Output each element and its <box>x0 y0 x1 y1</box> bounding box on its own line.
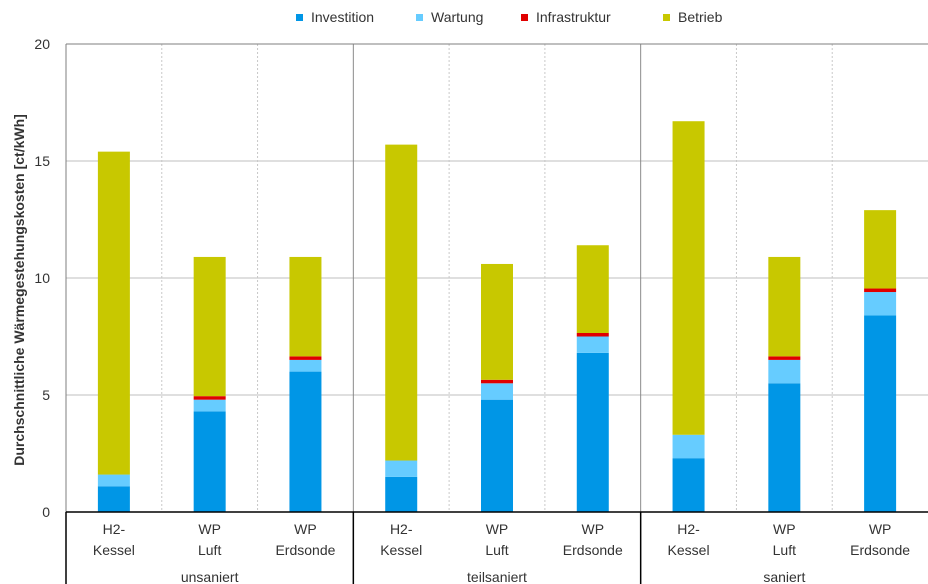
legend-label-investition: Investition <box>311 9 374 25</box>
legend-swatch-betrieb <box>663 14 670 21</box>
y-tick-label: 20 <box>34 36 50 52</box>
x-category-label-line2: Erdsonde <box>563 542 623 558</box>
bar-segment-betrieb <box>289 256 322 357</box>
chart-axes <box>65 43 928 584</box>
bar-segment-investition <box>768 383 801 512</box>
x-category-label-line1: WP <box>869 521 892 537</box>
bar-segment-investition <box>289 371 322 512</box>
x-category-label-line2: Luft <box>485 542 508 558</box>
legend-label-betrieb: Betrieb <box>678 9 723 25</box>
bar-segment-betrieb <box>193 256 226 397</box>
bar-segment-investition <box>481 399 513 512</box>
bar-segment-wartung <box>672 434 705 459</box>
x-category-labels: H2- Kessel WP Luft WP Erdsonde H2- Kessel WP Luft… <box>93 521 910 584</box>
x-group-label: unsaniert <box>181 569 239 584</box>
x-category-label-line2: Kessel <box>93 542 135 558</box>
x-category-label-line1: WP <box>581 521 604 537</box>
bar-segment-wartung <box>97 474 130 487</box>
x-group-label: teilsaniert <box>467 569 527 584</box>
legend-swatch-infrastruktur <box>521 14 528 21</box>
bar-segment-wartung <box>768 359 801 384</box>
bar-segment-wartung <box>385 460 418 477</box>
x-group-label: saniert <box>763 569 805 584</box>
bar-segment-betrieb <box>481 263 513 380</box>
bar-segment-infrastruktur <box>768 356 801 360</box>
bar-segment-infrastruktur <box>289 356 322 360</box>
x-category-label-line2: Kessel <box>668 542 710 558</box>
bar-segment-betrieb <box>768 256 801 357</box>
x-category-label-line1: WP <box>294 521 317 537</box>
x-category-label-line2: Luft <box>198 542 221 558</box>
bar-segment-wartung <box>481 383 513 400</box>
bar-segment-betrieb <box>385 144 418 461</box>
bar-segment-investition <box>672 458 705 512</box>
x-category-label-line1: WP <box>486 521 509 537</box>
bar-segment-betrieb <box>672 121 705 435</box>
x-category-label-line2: Erdsonde <box>275 542 335 558</box>
x-category-label-line2: Kessel <box>380 542 422 558</box>
chart-legend: Investition Wartung Infrastruktur Betrieb <box>296 9 723 25</box>
bar-segment-wartung <box>864 292 897 316</box>
bar-segment-infrastruktur <box>864 288 897 293</box>
y-tick-label: 10 <box>34 270 50 286</box>
legend-swatch-investition <box>296 14 303 21</box>
bar-segment-betrieb <box>864 210 897 289</box>
x-category-label-line2: Luft <box>773 542 796 558</box>
legend-label-wartung: Wartung <box>431 9 483 25</box>
x-category-label-line1: H2- <box>390 521 413 537</box>
bar-segment-wartung <box>576 336 609 353</box>
bar-segment-infrastruktur <box>481 379 513 384</box>
x-category-label-line2: Erdsonde <box>850 542 910 558</box>
x-category-label-line1: WP <box>198 521 221 537</box>
bar-segment-infrastruktur <box>576 332 609 337</box>
legend-label-infrastruktur: Infrastruktur <box>536 9 611 25</box>
y-axis-label: Durchschnittliche Wärmegestehungskosten … <box>11 114 27 466</box>
bar-segment-investition <box>97 486 130 512</box>
legend-swatch-wartung <box>416 14 423 21</box>
bar-segment-wartung <box>193 399 226 412</box>
bar-segment-betrieb <box>576 245 609 333</box>
bar-segment-investition <box>864 315 897 512</box>
bar-segment-infrastruktur <box>193 396 226 400</box>
bar-segment-investition <box>193 411 226 512</box>
bar-segment-investition <box>385 476 418 512</box>
x-category-label-line1: WP <box>773 521 796 537</box>
bar-segment-wartung <box>289 359 322 372</box>
y-tick-labels: 0 5 10 15 20 <box>34 36 50 520</box>
y-tick-label: 15 <box>34 153 50 169</box>
chart-bars <box>97 121 897 512</box>
y-tick-label: 0 <box>42 504 50 520</box>
x-category-label-line1: H2- <box>103 521 126 537</box>
y-tick-label: 5 <box>42 387 50 403</box>
x-category-label-line1: H2- <box>677 521 700 537</box>
bar-segment-investition <box>576 352 609 512</box>
bar-segment-betrieb <box>97 151 130 475</box>
